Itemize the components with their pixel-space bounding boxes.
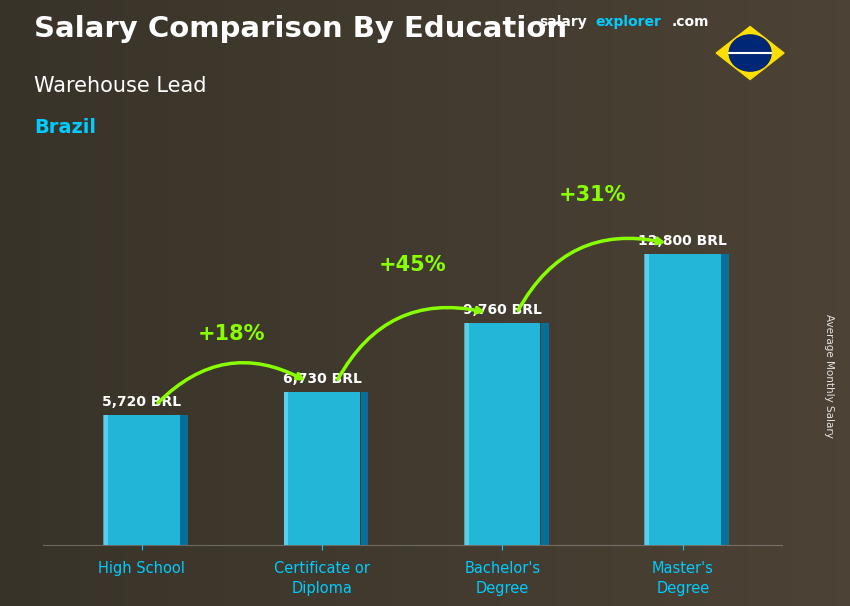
Circle shape (729, 35, 771, 71)
Bar (360, 392, 368, 545)
Text: .com: .com (672, 15, 709, 29)
Text: Warehouse Lead: Warehouse Lead (34, 76, 207, 96)
Text: 5,720 BRL: 5,720 BRL (102, 395, 181, 409)
Bar (180, 415, 188, 545)
Bar (465, 323, 541, 545)
Text: explorer: explorer (595, 15, 661, 29)
Bar (104, 415, 108, 545)
Text: +31%: +31% (558, 185, 626, 205)
Bar (644, 254, 649, 545)
Text: +45%: +45% (378, 255, 446, 275)
Polygon shape (717, 27, 784, 79)
Text: Average Monthly Salary: Average Monthly Salary (824, 314, 834, 438)
Bar (464, 323, 468, 545)
Text: salary: salary (540, 15, 587, 29)
Bar (645, 254, 721, 545)
Bar (284, 392, 360, 545)
Text: +18%: +18% (198, 324, 266, 344)
Text: 12,800 BRL: 12,800 BRL (638, 234, 728, 248)
Text: 6,730 BRL: 6,730 BRL (283, 372, 361, 386)
Text: 9,760 BRL: 9,760 BRL (463, 303, 541, 317)
Text: Brazil: Brazil (34, 118, 96, 137)
Bar (722, 254, 729, 545)
Bar (541, 323, 548, 545)
Bar (284, 392, 288, 545)
Bar (104, 415, 179, 545)
Text: Salary Comparison By Education: Salary Comparison By Education (34, 15, 567, 43)
